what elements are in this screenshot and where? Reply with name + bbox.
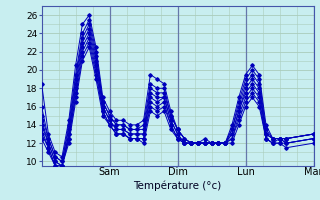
X-axis label: Température (°c): Température (°c) [133,180,222,191]
